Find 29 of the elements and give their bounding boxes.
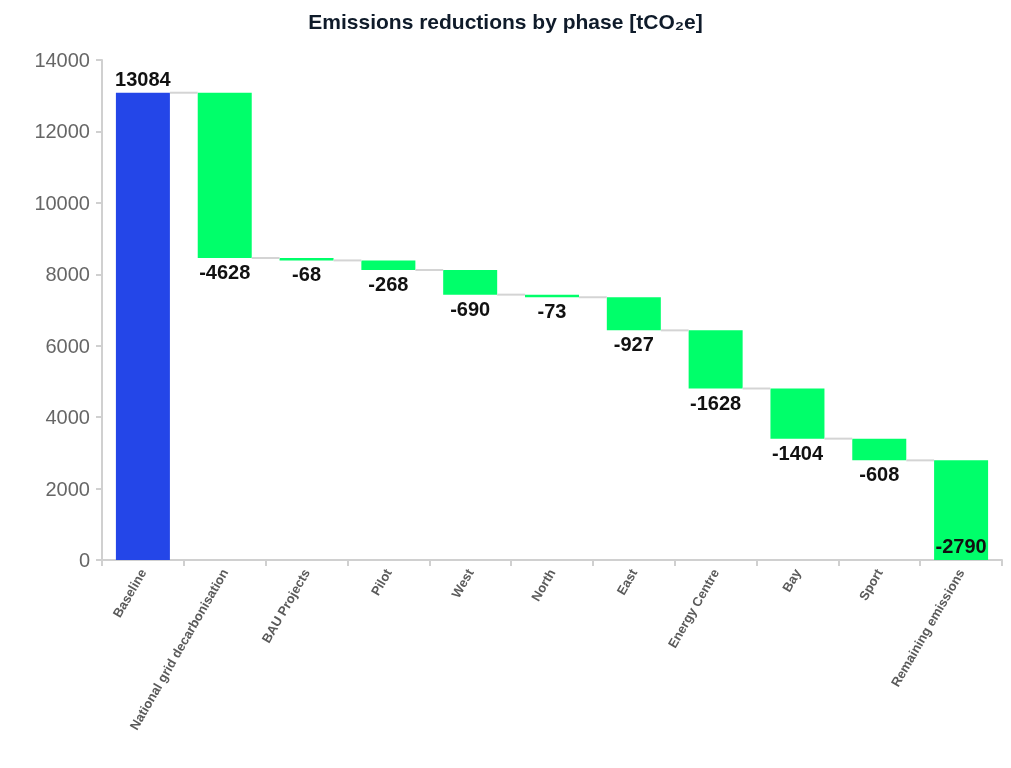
bar <box>934 460 989 560</box>
bar <box>361 260 416 270</box>
data-label: -2790 <box>935 535 987 557</box>
y-tick-label: 8000 <box>45 263 90 286</box>
y-tick-label: 12000 <box>34 120 90 143</box>
data-label: -608 <box>859 463 900 486</box>
data-label: -68 <box>292 263 321 286</box>
bar <box>197 92 252 258</box>
y-tick-label: 2000 <box>45 477 90 500</box>
data-label: -690 <box>450 297 491 320</box>
data-label: 13084 <box>115 67 172 90</box>
data-label: -73 <box>537 300 567 323</box>
data-label: -927 <box>613 333 654 356</box>
data-label: -4628 <box>199 261 251 283</box>
y-tick-label: 0 <box>78 549 90 571</box>
bar <box>115 92 170 560</box>
y-tick-label: 10000 <box>34 191 90 214</box>
data-label: -1404 <box>771 441 824 464</box>
bar <box>770 388 825 439</box>
bar <box>606 297 661 331</box>
data-label: -268 <box>368 273 409 295</box>
y-tick-label: 14000 <box>34 49 90 71</box>
y-tick-label: 6000 <box>45 334 90 357</box>
y-tick-label: 4000 <box>45 406 90 429</box>
data-label: -1628 <box>690 391 742 414</box>
bar <box>852 438 907 461</box>
chart-title: Emissions reductions by phase [tCO₂e] <box>308 10 703 33</box>
bar <box>443 270 498 295</box>
bar <box>688 330 743 389</box>
